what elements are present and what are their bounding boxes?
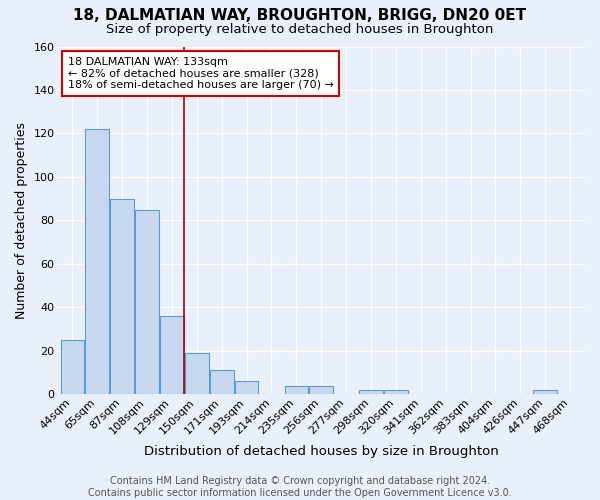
- Text: 18 DALMATIAN WAY: 133sqm
← 82% of detached houses are smaller (328)
18% of semi-: 18 DALMATIAN WAY: 133sqm ← 82% of detach…: [68, 57, 334, 90]
- Text: Contains HM Land Registry data © Crown copyright and database right 2024.
Contai: Contains HM Land Registry data © Crown c…: [88, 476, 512, 498]
- Bar: [85, 129, 109, 394]
- Bar: [235, 382, 259, 394]
- Bar: [135, 210, 159, 394]
- Bar: [310, 386, 333, 394]
- Bar: [284, 386, 308, 394]
- Text: Size of property relative to detached houses in Broughton: Size of property relative to detached ho…: [106, 22, 494, 36]
- Bar: [110, 198, 134, 394]
- Y-axis label: Number of detached properties: Number of detached properties: [15, 122, 28, 319]
- Bar: [210, 370, 233, 394]
- Bar: [160, 316, 184, 394]
- Bar: [185, 353, 209, 395]
- Bar: [359, 390, 383, 394]
- Bar: [61, 340, 84, 394]
- X-axis label: Distribution of detached houses by size in Broughton: Distribution of detached houses by size …: [144, 444, 499, 458]
- Bar: [533, 390, 557, 394]
- Bar: [384, 390, 408, 394]
- Text: 18, DALMATIAN WAY, BROUGHTON, BRIGG, DN20 0ET: 18, DALMATIAN WAY, BROUGHTON, BRIGG, DN2…: [73, 8, 527, 22]
